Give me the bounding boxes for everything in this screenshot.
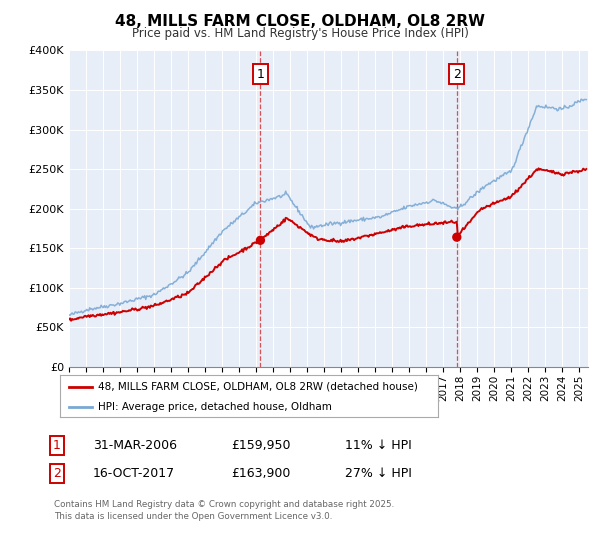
Text: 48, MILLS FARM CLOSE, OLDHAM, OL8 2RW: 48, MILLS FARM CLOSE, OLDHAM, OL8 2RW [115, 14, 485, 29]
Text: 2: 2 [453, 68, 461, 81]
Text: 31-MAR-2006: 31-MAR-2006 [93, 438, 177, 452]
Text: 48, MILLS FARM CLOSE, OLDHAM, OL8 2RW (detached house): 48, MILLS FARM CLOSE, OLDHAM, OL8 2RW (d… [98, 382, 418, 392]
Text: 1: 1 [53, 438, 61, 452]
Text: 16-OCT-2017: 16-OCT-2017 [93, 466, 175, 480]
Point [452, 232, 461, 241]
Point [256, 236, 265, 245]
Text: Contains HM Land Registry data © Crown copyright and database right 2025.
This d: Contains HM Land Registry data © Crown c… [54, 500, 394, 521]
Text: 11% ↓ HPI: 11% ↓ HPI [345, 438, 412, 452]
Text: HPI: Average price, detached house, Oldham: HPI: Average price, detached house, Oldh… [98, 402, 332, 412]
Text: 2: 2 [53, 466, 61, 480]
Text: 1: 1 [256, 68, 265, 81]
Text: £163,900: £163,900 [231, 466, 290, 480]
Text: 27% ↓ HPI: 27% ↓ HPI [345, 466, 412, 480]
Text: £159,950: £159,950 [231, 438, 290, 452]
Text: Price paid vs. HM Land Registry's House Price Index (HPI): Price paid vs. HM Land Registry's House … [131, 27, 469, 40]
